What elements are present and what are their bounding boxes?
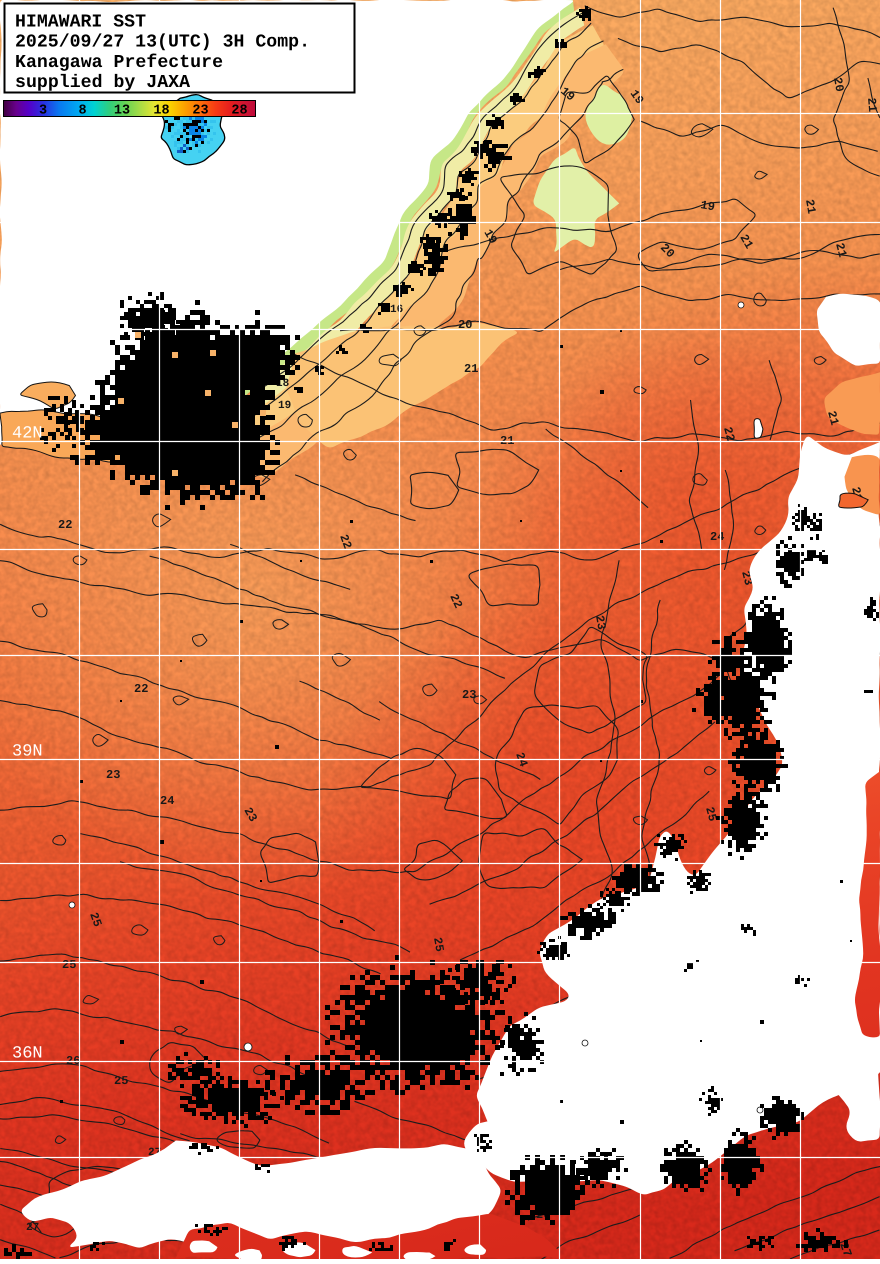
svg-text:19: 19 bbox=[278, 400, 291, 412]
svg-text:21: 21 bbox=[832, 241, 849, 259]
svg-text:25: 25 bbox=[114, 1074, 128, 1088]
svg-text:21: 21 bbox=[864, 97, 879, 113]
svg-text:25: 25 bbox=[430, 936, 446, 953]
svg-text:16: 16 bbox=[390, 304, 403, 316]
svg-text:22: 22 bbox=[720, 425, 737, 443]
svg-text:42N: 42N bbox=[12, 425, 43, 444]
svg-text:22: 22 bbox=[58, 518, 72, 532]
svg-text:21: 21 bbox=[824, 409, 841, 427]
svg-text:HIMAWARI SST: HIMAWARI SST bbox=[15, 13, 146, 33]
svg-text:25: 25 bbox=[86, 911, 104, 929]
svg-text:21: 21 bbox=[737, 232, 756, 251]
svg-text:2025/09/27 13(UTC) 3H Comp.: 2025/09/27 13(UTC) 3H Comp. bbox=[15, 33, 310, 53]
svg-text:supplied by JAXA: supplied by JAXA bbox=[15, 73, 190, 93]
svg-text:22: 22 bbox=[446, 592, 465, 611]
svg-text:20: 20 bbox=[830, 76, 846, 93]
svg-text:18: 18 bbox=[153, 104, 169, 119]
svg-text:21: 21 bbox=[802, 198, 818, 215]
svg-text:27: 27 bbox=[26, 1222, 39, 1234]
svg-text:24: 24 bbox=[160, 794, 174, 808]
svg-text:23: 23 bbox=[241, 805, 260, 824]
svg-text:Kanagawa Prefecture: Kanagawa Prefecture bbox=[15, 53, 223, 73]
svg-text:25: 25 bbox=[62, 958, 76, 972]
svg-text:39N: 39N bbox=[12, 743, 43, 762]
svg-text:20: 20 bbox=[458, 318, 472, 332]
svg-text:24: 24 bbox=[710, 530, 724, 544]
svg-text:27: 27 bbox=[836, 1241, 854, 1259]
svg-text:23: 23 bbox=[106, 768, 120, 782]
svg-text:22: 22 bbox=[134, 682, 148, 696]
svg-text:36N: 36N bbox=[12, 1045, 43, 1064]
svg-text:23: 23 bbox=[462, 688, 476, 702]
svg-text:19: 19 bbox=[481, 227, 500, 246]
svg-text:19: 19 bbox=[699, 198, 716, 214]
svg-text:22: 22 bbox=[336, 533, 354, 551]
svg-text:23: 23 bbox=[192, 104, 208, 119]
svg-text:8: 8 bbox=[78, 104, 86, 119]
svg-text:13: 13 bbox=[114, 104, 130, 119]
svg-text:21: 21 bbox=[464, 362, 478, 376]
svg-text:19: 19 bbox=[627, 87, 647, 107]
svg-text:23: 23 bbox=[592, 614, 608, 631]
svg-text:28: 28 bbox=[231, 104, 247, 119]
svg-text:3: 3 bbox=[39, 104, 47, 119]
svg-text:25: 25 bbox=[702, 805, 719, 823]
